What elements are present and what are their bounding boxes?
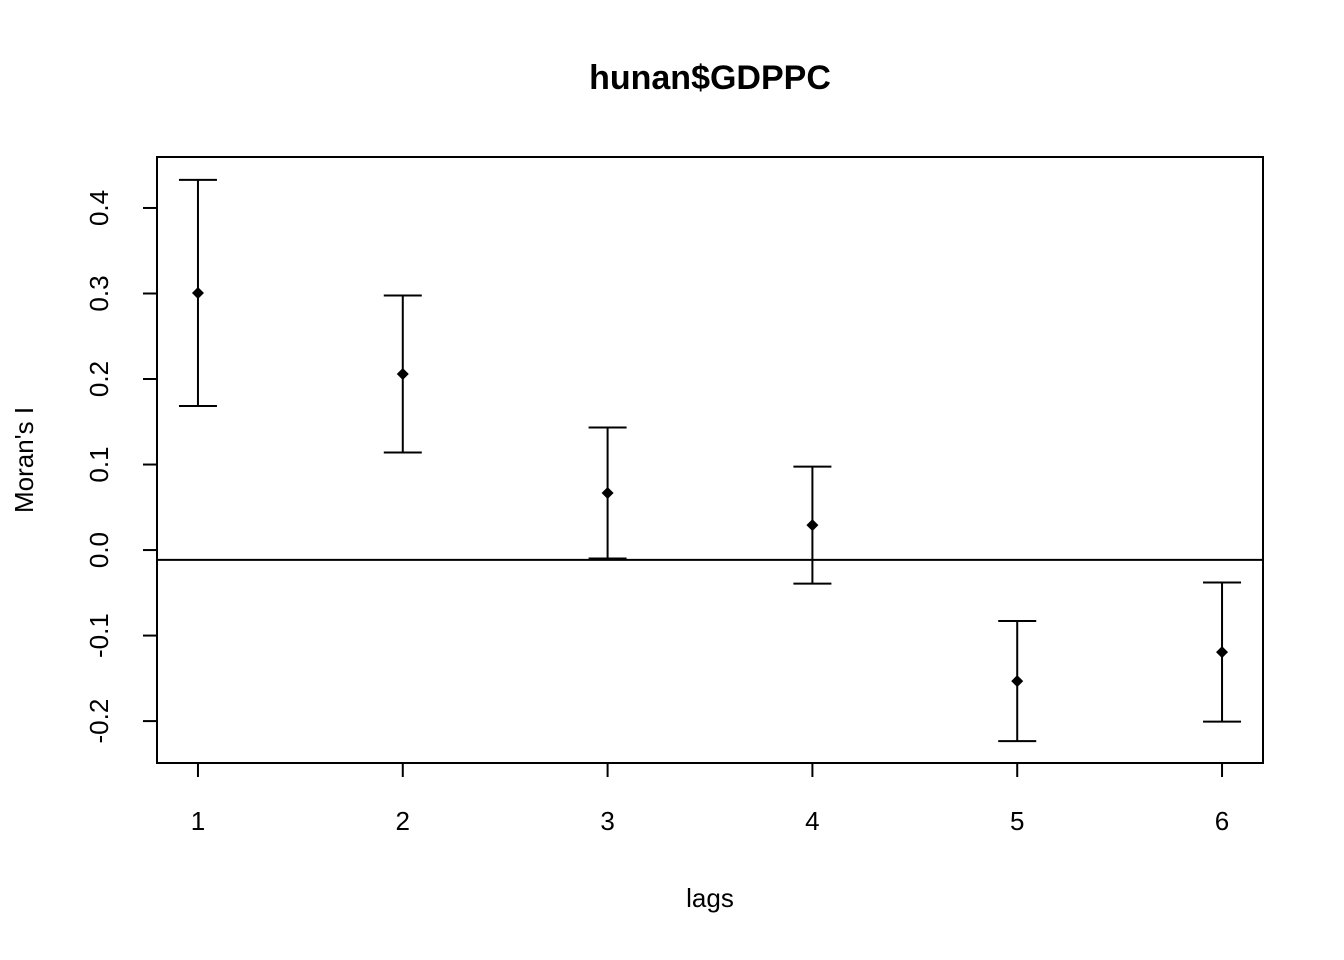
y-tick-label: 0.0	[84, 532, 114, 568]
x-tick-label: 5	[1010, 806, 1024, 836]
point	[191, 286, 204, 299]
point	[1011, 675, 1024, 688]
point	[601, 487, 614, 500]
y-tick-label: 0.4	[84, 190, 114, 226]
chart-title: hunan$GDPPC	[589, 59, 831, 97]
x-tick-label: 4	[805, 806, 819, 836]
point	[806, 519, 819, 532]
y-axis-label: Moran's I	[9, 407, 39, 513]
y-tick-label: 0.1	[84, 446, 114, 482]
point	[1216, 646, 1229, 659]
plot-frame	[156, 156, 1264, 764]
y-tick-label: -0.1	[84, 613, 114, 658]
point	[396, 368, 409, 381]
x-axis-label: lags	[686, 883, 734, 913]
x-tick-label: 1	[191, 806, 205, 836]
y-tick-label: 0.3	[84, 275, 114, 311]
x-tick-label: 6	[1215, 806, 1229, 836]
y-tick-label: -0.2	[84, 699, 114, 744]
x-tick-label: 2	[396, 806, 410, 836]
y-tick-label: 0.2	[84, 361, 114, 397]
x-tick-label: 3	[600, 806, 614, 836]
